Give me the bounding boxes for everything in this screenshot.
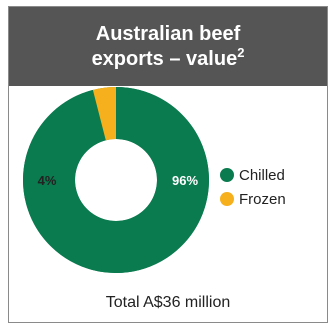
total-value: Total A$36 million [105,294,231,311]
legend-item-frozen: Frozen [220,187,286,211]
donut-slice-chilled [22,87,210,273]
legend-label-chilled: Chilled [239,166,285,184]
legend-swatch-frozen [220,192,234,206]
value-label-frozen: 4% [38,173,57,188]
legend-label-frozen: Frozen [239,190,286,208]
chart-legend: Chilled Frozen [220,163,286,211]
footnote-marker: 2 [237,44,245,60]
legend-swatch-chilled [220,168,234,182]
chart-title-line1: Australian beef [95,22,241,45]
chart-header: Australian beef exports – value2 [9,7,327,86]
donut-slice-frozen [92,87,116,141]
chart-title-line2: exports – value2 [9,44,327,72]
chart-title-text: exports – value [91,47,238,70]
donut-chart: 96% 4% [22,87,210,273]
chart-card: Australian beef exports – value2 96% 4% [8,6,328,323]
legend-item-chilled: Chilled [220,163,286,187]
value-label-chilled: 96% [172,173,198,188]
